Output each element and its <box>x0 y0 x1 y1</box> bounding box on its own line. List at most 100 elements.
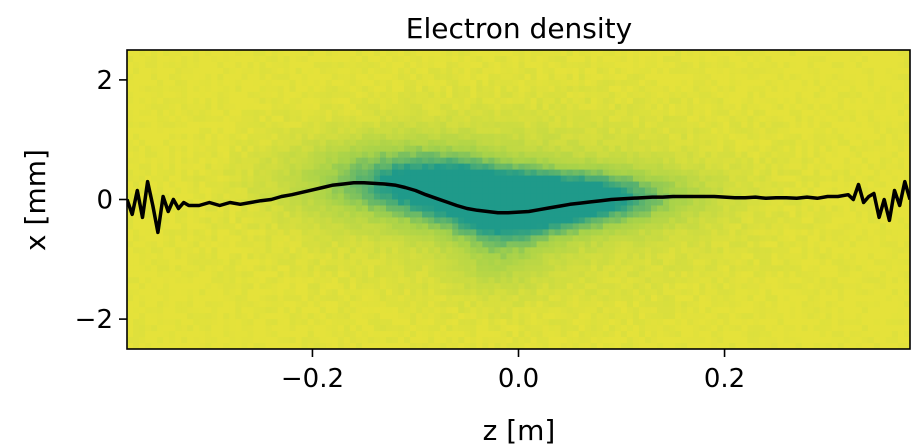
heatmap-cell <box>247 91 255 99</box>
heatmap-cell <box>301 235 309 242</box>
heatmap-cell <box>608 307 616 314</box>
heatmap-cell <box>145 271 152 278</box>
heatmap-cell <box>428 259 435 266</box>
heatmap-cell <box>458 139 465 147</box>
heatmap-cell <box>392 223 399 230</box>
heatmap-cell <box>693 265 700 272</box>
heatmap-cell <box>590 50 598 57</box>
heatmap-cell <box>590 217 598 225</box>
heatmap-cell <box>644 253 652 260</box>
heatmap-cell <box>361 229 369 236</box>
heatmap-cell <box>651 271 658 278</box>
heatmap-cell <box>301 175 309 183</box>
heatmap-cell <box>663 85 670 93</box>
heatmap-cell <box>175 319 182 326</box>
heatmap-cell <box>247 139 255 147</box>
heatmap-cell <box>241 271 249 278</box>
heatmap-cell <box>657 205 664 213</box>
heatmap-cell <box>410 217 417 225</box>
heatmap-cell <box>584 127 592 135</box>
heatmap-cell <box>295 343 303 349</box>
heatmap-cell <box>217 109 224 117</box>
heatmap-cell <box>283 295 291 302</box>
heatmap-cell <box>325 301 333 308</box>
heatmap-cell <box>536 283 544 290</box>
heatmap-cell <box>151 325 158 332</box>
heatmap-cell <box>614 103 622 111</box>
heatmap-cell <box>464 151 471 159</box>
heatmap-cell <box>566 205 574 213</box>
heatmap-cell <box>223 91 230 99</box>
heatmap-cell <box>482 235 489 242</box>
heatmap-cell <box>687 145 694 153</box>
heatmap-cell <box>283 271 291 278</box>
heatmap-cell <box>187 253 194 260</box>
heatmap-cell <box>337 211 345 219</box>
heatmap-cell <box>301 247 309 254</box>
heatmap-cell <box>289 145 297 153</box>
heatmap-cell <box>253 223 261 230</box>
heatmap-cell <box>422 145 429 153</box>
heatmap-cell <box>181 247 188 254</box>
heatmap-cell <box>343 133 351 141</box>
heatmap-cell <box>608 283 616 290</box>
heatmap-cell <box>199 121 206 129</box>
heatmap-cell <box>638 253 646 260</box>
heatmap-cell <box>705 319 712 326</box>
heatmap-cell <box>699 97 706 105</box>
heatmap-cell <box>343 283 351 290</box>
heatmap-cell <box>578 55 586 63</box>
heatmap-cell <box>500 205 508 213</box>
heatmap-cell <box>711 295 718 302</box>
heatmap-cell <box>494 139 502 147</box>
heatmap-cell <box>404 103 411 111</box>
heatmap-cell <box>265 223 273 230</box>
heatmap-cell <box>434 295 441 302</box>
heatmap-cell <box>157 79 164 87</box>
heatmap-cell <box>217 55 224 63</box>
heatmap-cell <box>566 50 574 57</box>
heatmap-cell <box>295 223 303 230</box>
heatmap-cell <box>139 313 146 320</box>
heatmap-cell <box>723 211 730 219</box>
heatmap-cell <box>458 247 465 254</box>
heatmap-cell <box>199 271 206 278</box>
heatmap-cell <box>536 241 544 248</box>
heatmap-cell <box>259 67 267 75</box>
heatmap-cell <box>705 103 712 111</box>
heatmap-cell <box>530 175 538 183</box>
heatmap-cell <box>301 109 309 117</box>
heatmap-cell <box>337 277 345 284</box>
heatmap-cell <box>331 331 339 338</box>
heatmap-cell <box>723 109 730 117</box>
heatmap-cell <box>289 229 297 236</box>
heatmap-cell <box>644 331 652 338</box>
heatmap-cell <box>355 127 363 135</box>
heatmap-cell <box>271 181 279 189</box>
heatmap-cell <box>500 199 508 207</box>
heatmap-cell <box>349 259 357 266</box>
heatmap-cell <box>699 139 706 147</box>
heatmap-cell <box>187 331 194 338</box>
heatmap-cell <box>235 295 243 302</box>
heatmap-cell <box>548 253 556 260</box>
heatmap-cell <box>331 151 339 159</box>
heatmap-cell <box>307 151 315 159</box>
heatmap-cell <box>446 50 453 57</box>
heatmap-cell <box>283 169 291 177</box>
heatmap-cell <box>458 337 465 344</box>
heatmap-cell <box>620 79 628 87</box>
heatmap-cell <box>127 265 134 272</box>
heatmap-cell <box>343 241 351 248</box>
heatmap-cell <box>620 187 628 195</box>
heatmap-cell <box>590 85 598 93</box>
heatmap-cell <box>470 61 477 69</box>
heatmap-cell <box>193 85 200 93</box>
heatmap-cell <box>440 253 447 260</box>
heatmap-cell <box>536 163 544 171</box>
heatmap-cell <box>638 301 646 308</box>
heatmap-cell <box>337 241 345 248</box>
heatmap-cell <box>554 85 562 93</box>
heatmap-cell <box>422 325 429 332</box>
heatmap-cell <box>572 331 580 338</box>
